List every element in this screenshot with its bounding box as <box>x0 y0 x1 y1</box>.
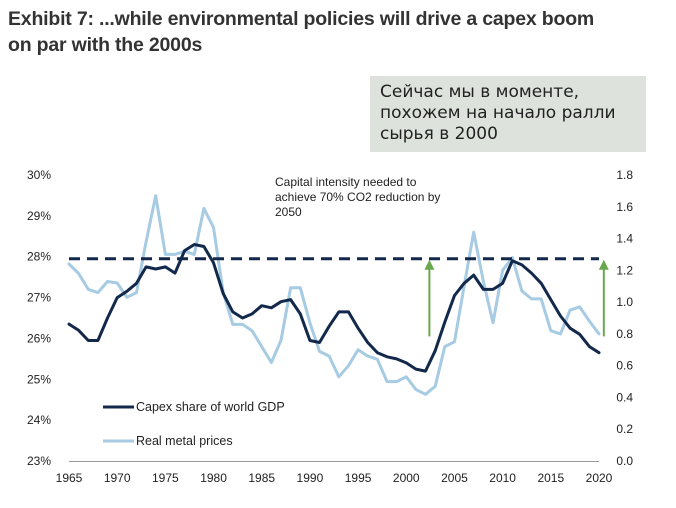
right-tick-label: 0.0 <box>616 454 633 468</box>
note-line-3: сырья в 2000 <box>380 124 498 144</box>
x-tick-label: 2000 <box>393 471 420 485</box>
x-tick-label: 1965 <box>56 471 83 485</box>
x-tick-label: 1970 <box>104 471 131 485</box>
left-tick-label: 29% <box>27 209 51 223</box>
annotation-line-1: Capital intensity needed to <box>275 175 417 189</box>
x-tick-label: 1995 <box>345 471 372 485</box>
x-tick-label: 1980 <box>200 471 227 485</box>
x-tick-label: 1975 <box>152 471 179 485</box>
right-tick-label: 1.8 <box>616 168 633 182</box>
note-line-2: похожем на начало ралли <box>380 103 616 123</box>
x-axis: 1965 1970 1975 1980 1985 1990 1995 2000 2005 2010… <box>56 471 613 485</box>
x-tick-label: 1990 <box>297 471 324 485</box>
x-tick-label: 2005 <box>441 471 468 485</box>
annotation-line-3: 2050 <box>275 205 302 219</box>
right-axis: 1.8 1.6 1.4 1.2 1.0 0.8 0.6 0.4 0.2 0.0 <box>616 168 633 468</box>
x-tick-label: 2020 <box>586 471 613 485</box>
arrow-head-2 <box>598 259 609 270</box>
note-line-1: Сейчас мы в моменте, <box>380 82 580 102</box>
x-tick-label: 1985 <box>248 471 275 485</box>
legend-label-capex: Capex share of world GDP <box>136 400 285 414</box>
right-tick-label: 1.2 <box>616 263 633 277</box>
right-tick-label: 0.4 <box>616 390 633 404</box>
right-tick-label: 0.8 <box>616 327 633 341</box>
x-tick-label: 2015 <box>537 471 564 485</box>
arrow-head-1 <box>424 259 435 270</box>
left-tick-label: 27% <box>27 291 51 305</box>
right-tick-label: 1.0 <box>616 295 633 309</box>
right-tick-label: 1.4 <box>616 232 633 246</box>
right-tick-label: 1.6 <box>616 200 633 214</box>
title-line-1: Exhibit 7: ...while environmental polici… <box>8 8 595 30</box>
series-line-capex <box>67 243 601 373</box>
left-tick-label: 24% <box>27 413 51 427</box>
commentary-note: Сейчас мы в моменте, похожем на начало р… <box>370 76 646 152</box>
left-axis: 30% 29% 28% 27% 26% 25% 24% 23% <box>27 168 51 468</box>
annotation-line-2: achieve 70% CO2 reduction by <box>275 190 440 204</box>
chart-title: Exhibit 7: ...while environmental polici… <box>8 6 668 58</box>
left-tick-label: 28% <box>27 250 51 264</box>
series-line-metal-prices <box>67 194 601 396</box>
left-tick-label: 23% <box>27 454 51 468</box>
legend-label-metal: Real metal prices <box>136 434 233 448</box>
title-line-2: on par with the 2000s <box>8 34 203 56</box>
left-tick-label: 30% <box>27 168 51 182</box>
right-tick-label: 0.2 <box>616 422 633 436</box>
right-tick-label: 0.6 <box>616 359 633 373</box>
left-tick-label: 25% <box>27 372 51 386</box>
left-tick-label: 26% <box>27 331 51 345</box>
x-tick-label: 2010 <box>489 471 516 485</box>
